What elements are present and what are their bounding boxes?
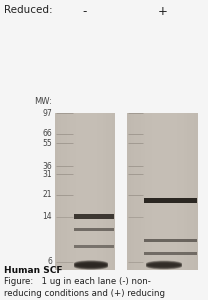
Bar	[70, 113, 73, 270]
Bar	[155, 113, 159, 270]
Ellipse shape	[74, 262, 108, 268]
Bar	[79, 113, 82, 270]
Bar	[85, 113, 88, 270]
Bar	[187, 113, 191, 270]
Bar	[106, 113, 109, 270]
Bar	[103, 113, 106, 270]
Bar	[166, 113, 170, 270]
Text: 36: 36	[42, 162, 52, 171]
Text: 31: 31	[42, 169, 52, 178]
Bar	[67, 113, 70, 270]
Bar	[184, 113, 187, 270]
Bar	[177, 113, 180, 270]
Bar	[55, 113, 58, 270]
Bar	[88, 113, 91, 270]
Bar	[152, 113, 155, 270]
Bar	[100, 113, 103, 270]
Bar	[58, 113, 61, 270]
Bar	[159, 113, 162, 270]
Bar	[73, 113, 76, 270]
Bar	[144, 252, 197, 255]
Text: MW:: MW:	[34, 97, 52, 106]
Bar	[127, 113, 131, 270]
Ellipse shape	[74, 261, 108, 267]
Bar	[82, 113, 85, 270]
Bar	[134, 113, 138, 270]
Bar	[76, 113, 79, 270]
Bar	[91, 113, 94, 270]
Bar	[138, 113, 141, 270]
Bar	[144, 198, 197, 203]
Text: reducing conditions and (+) reducing: reducing conditions and (+) reducing	[4, 289, 165, 298]
Ellipse shape	[146, 262, 182, 268]
Ellipse shape	[74, 263, 108, 269]
Bar	[191, 113, 194, 270]
Ellipse shape	[146, 263, 182, 269]
Bar	[173, 113, 177, 270]
Bar	[97, 113, 100, 270]
Ellipse shape	[146, 262, 182, 268]
Ellipse shape	[74, 261, 108, 267]
Text: Human SCF: Human SCF	[4, 266, 62, 275]
Bar	[74, 228, 114, 231]
Bar	[141, 113, 145, 270]
Bar	[64, 113, 67, 270]
Ellipse shape	[146, 260, 182, 266]
Bar	[74, 214, 114, 219]
Text: 66: 66	[42, 129, 52, 138]
Text: Figure:   1 ug in each lane (-) non-: Figure: 1 ug in each lane (-) non-	[4, 278, 151, 286]
Bar	[148, 113, 152, 270]
Bar	[74, 245, 114, 248]
Bar	[61, 113, 64, 270]
Ellipse shape	[74, 262, 108, 268]
Bar	[55, 113, 115, 270]
Ellipse shape	[74, 260, 108, 266]
Text: 21: 21	[42, 190, 52, 200]
Ellipse shape	[74, 264, 108, 270]
Bar	[109, 113, 112, 270]
Text: 55: 55	[42, 139, 52, 148]
Bar	[180, 113, 184, 270]
Bar	[170, 113, 173, 270]
Text: -: -	[83, 5, 87, 18]
Text: Reduced:: Reduced:	[4, 5, 53, 15]
Bar	[127, 113, 198, 270]
Bar	[131, 113, 134, 270]
Ellipse shape	[146, 261, 182, 267]
Text: 97: 97	[42, 109, 52, 118]
Bar	[112, 113, 115, 270]
Bar	[145, 113, 148, 270]
Text: 6: 6	[47, 257, 52, 266]
Ellipse shape	[146, 263, 182, 269]
Bar	[162, 113, 166, 270]
Text: 14: 14	[42, 212, 52, 221]
Bar	[144, 239, 197, 242]
Bar	[94, 113, 97, 270]
Bar	[194, 113, 198, 270]
Text: +: +	[158, 5, 167, 18]
